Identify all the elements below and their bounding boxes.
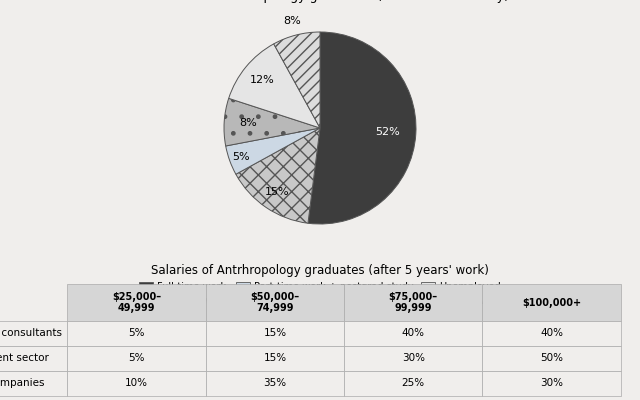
Wedge shape: [236, 128, 320, 223]
Text: 8%: 8%: [239, 118, 257, 128]
Text: 8%: 8%: [284, 16, 301, 26]
Text: 5%: 5%: [232, 152, 250, 162]
Title: Destination of Anthropology graduates (from one university): Destination of Anthropology graduates (f…: [131, 0, 509, 3]
Text: Salaries of Antrhropology graduates (after 5 years' work): Salaries of Antrhropology graduates (aft…: [151, 264, 489, 277]
Wedge shape: [226, 128, 320, 174]
Wedge shape: [274, 32, 320, 128]
Wedge shape: [224, 98, 320, 146]
Legend: Full-time work, Part-time work, Part-time work + postgrad study, Full-time postg: Full-time work, Part-time work, Part-tim…: [136, 278, 504, 310]
Text: 15%: 15%: [264, 186, 289, 196]
Text: 52%: 52%: [374, 127, 399, 137]
Text: 12%: 12%: [250, 75, 275, 85]
Wedge shape: [228, 44, 320, 128]
Wedge shape: [308, 32, 416, 224]
